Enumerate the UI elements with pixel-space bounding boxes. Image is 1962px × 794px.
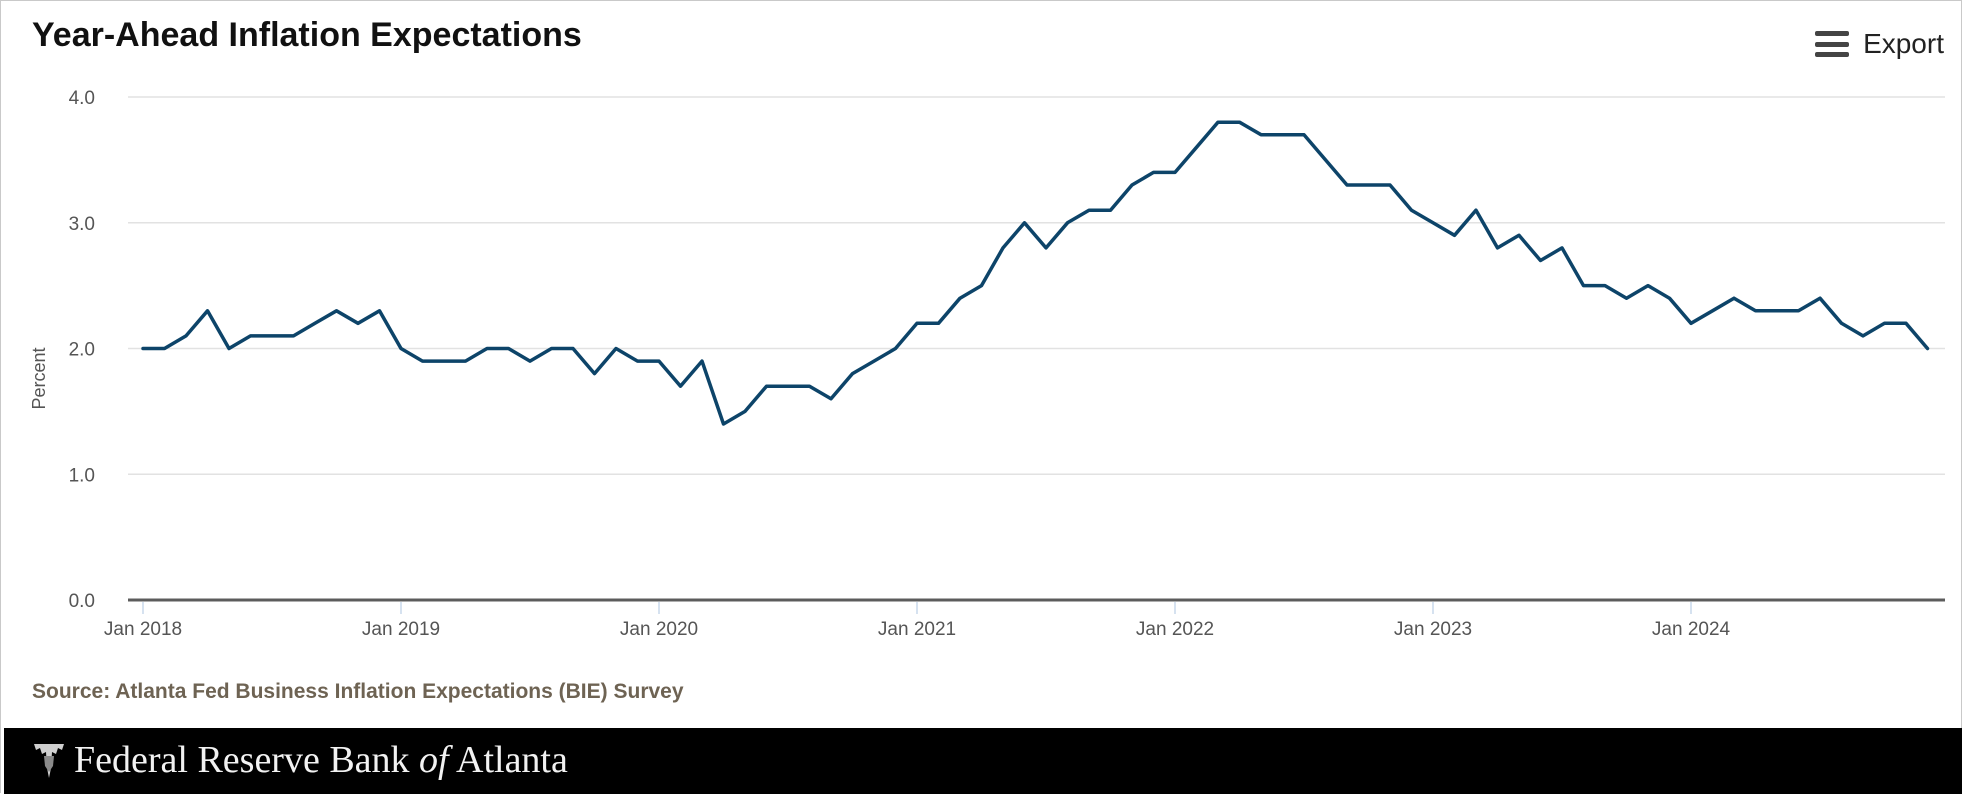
export-button[interactable]: Export (1815, 28, 1944, 60)
export-label: Export (1863, 28, 1944, 59)
x-tick-label: Jan 2021 (878, 619, 956, 640)
hamburger-menu-icon (1815, 31, 1850, 57)
x-tick-label: Jan 2024 (1652, 619, 1731, 640)
y-tick-label: 1.0 (69, 465, 95, 486)
chart-title: Year-Ahead Inflation Expectations (32, 16, 582, 54)
source-note: Source: Atlanta Fed Business Inflation E… (32, 680, 684, 703)
y-tick-label: 2.0 (69, 340, 95, 361)
line-chart: 0.0 1.0 2.0 3.0 4.0 Jan 2018 Jan 2019 Jan 2020 J… (29, 88, 1945, 640)
x-tick-label: Jan 2018 (104, 619, 182, 640)
footer-bar: Federal Reserve Bank of Atlanta (4, 728, 1962, 794)
y-tick-label: 4.0 (69, 88, 95, 109)
x-tick-label: Jan 2020 (620, 619, 698, 640)
x-tick-label: Jan 2023 (1394, 619, 1472, 640)
y-tick-label: 0.0 (69, 591, 95, 612)
y-tick-label: 3.0 (69, 214, 95, 235)
x-tick-label: Jan 2022 (1136, 619, 1214, 640)
x-tick-label: Jan 2019 (362, 619, 440, 640)
series-line (141, 120, 1930, 426)
eagle-seal-icon (34, 744, 64, 778)
brand-logo[interactable]: Federal Reserve Bank of Atlanta (74, 739, 568, 781)
y-axis-label: Percent (29, 347, 49, 409)
